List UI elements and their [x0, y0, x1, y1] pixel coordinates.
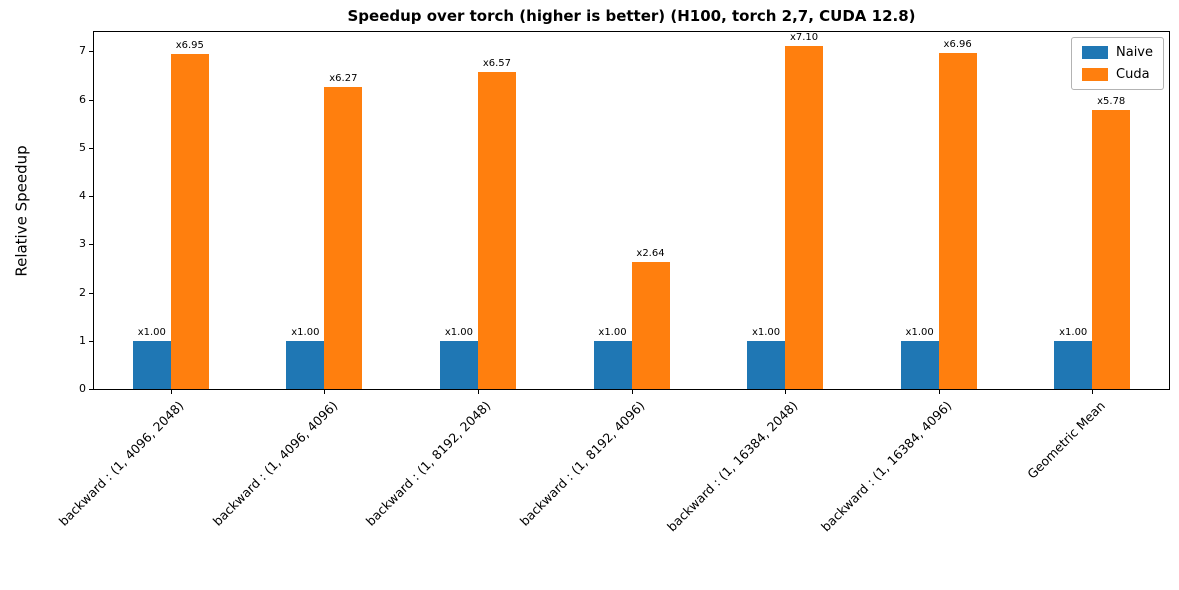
- plot-area: [93, 31, 1170, 390]
- y-tick-label: 1: [79, 333, 86, 347]
- bar-cuda: [938, 53, 977, 389]
- y-axis-label: Relative Speedup: [13, 144, 31, 277]
- bar-value-label: x1.00: [905, 326, 934, 338]
- bar-cuda: [170, 53, 209, 389]
- bar-value-label: x1.00: [291, 326, 320, 338]
- bar-value-label: x6.57: [482, 58, 512, 70]
- y-tick: [89, 292, 93, 294]
- x-tick-label: backward : (1, 8192, 4096): [516, 398, 648, 529]
- legend-label-naive: Naive: [1116, 45, 1153, 60]
- y-tick-label: 7: [79, 44, 86, 58]
- bar-cuda: [785, 46, 824, 389]
- y-tick-label: 3: [79, 237, 86, 251]
- bar-value-label: x5.78: [1097, 96, 1126, 108]
- bar-naive: [593, 340, 632, 389]
- x-tick: [785, 390, 787, 394]
- bar-value-label: x1.00: [1059, 326, 1088, 338]
- x-tick: [324, 390, 326, 394]
- bar-value-label: x6.96: [943, 39, 972, 51]
- bar-value-label: x7.10: [789, 32, 819, 44]
- y-tick: [89, 51, 93, 53]
- y-tick: [89, 340, 93, 342]
- bar-naive: [747, 340, 786, 389]
- x-tick: [938, 390, 940, 394]
- x-tick-label: Geometric Mean: [1024, 398, 1108, 482]
- y-tick: [89, 99, 93, 101]
- legend-swatch-naive: [1082, 46, 1108, 59]
- legend-item-naive: Naive: [1082, 45, 1153, 60]
- bar-naive: [286, 340, 325, 389]
- legend-item-cuda: Cuda: [1082, 67, 1153, 82]
- bar-cuda: [324, 86, 363, 389]
- x-tick-label: backward : (1, 16384, 4096): [817, 398, 955, 535]
- y-axis-label-container: Relative Speedup: [8, 32, 36, 389]
- bar-value-label: x6.27: [329, 72, 358, 84]
- x-tick: [1092, 390, 1094, 394]
- legend-label-cuda: Cuda: [1116, 67, 1150, 82]
- x-tick: [170, 390, 172, 394]
- x-tick-label: backward : (1, 8192, 2048): [362, 398, 494, 529]
- y-tick-label: 5: [79, 140, 86, 154]
- bar-cuda: [477, 72, 516, 389]
- bar-value-label: x6.95: [175, 39, 204, 51]
- y-tick: [89, 244, 93, 246]
- legend: Naive Cuda: [1071, 37, 1164, 90]
- bar-naive: [1054, 340, 1093, 389]
- bar-value-label: x2.64: [636, 247, 665, 259]
- bar-naive: [132, 340, 171, 389]
- bar-value-label: x1.00: [137, 326, 166, 338]
- bar-value-label: x1.00: [751, 326, 781, 338]
- y-tick: [89, 196, 93, 198]
- y-tick-label: 4: [79, 189, 86, 203]
- bar-naive: [439, 340, 478, 389]
- bar-cuda: [631, 261, 670, 389]
- bar-naive: [900, 340, 939, 389]
- y-tick: [89, 147, 93, 149]
- x-tick-label: backward : (1, 16384, 2048): [664, 398, 801, 535]
- bar-value-label: x1.00: [598, 326, 627, 338]
- x-tick: [477, 390, 479, 394]
- y-tick-label: 0: [79, 382, 86, 395]
- x-tick-label: backward : (1, 4096, 4096): [209, 398, 340, 529]
- bar-cuda: [1092, 110, 1131, 389]
- x-tick: [631, 390, 633, 394]
- y-tick: [89, 389, 93, 390]
- legend-swatch-cuda: [1082, 68, 1108, 81]
- chart-title: Speedup over torch (higher is better) (H…: [347, 7, 916, 25]
- x-tick-label: backward : (1, 4096, 2048): [55, 398, 187, 529]
- y-tick-label: 6: [79, 92, 86, 106]
- bar-value-label: x1.00: [444, 326, 474, 338]
- y-tick-label: 2: [79, 285, 86, 299]
